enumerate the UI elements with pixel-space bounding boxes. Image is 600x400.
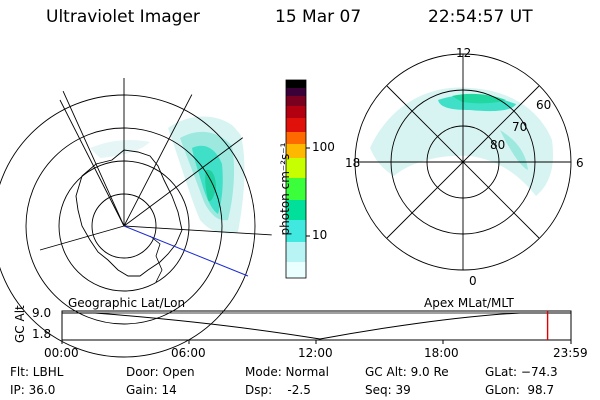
glon-info: GLon: 98.7	[485, 383, 555, 397]
mlat-label-70: 70	[512, 120, 528, 134]
timeline-xtick-1800: 18:00	[424, 346, 459, 360]
mlt-label-12: 12	[456, 46, 472, 60]
time-label: 22:54:57 UT	[428, 7, 533, 27]
timeline-xtick-2359: 23:59	[553, 346, 588, 360]
terminator-line	[123, 225, 249, 277]
timeline-xtick-0000: 00:00	[44, 346, 79, 360]
right-aurora-emission	[370, 87, 554, 196]
mode-info: Mode: Normal	[245, 365, 329, 379]
mlt-label-0: 0	[469, 274, 477, 288]
mlat-label-80: 80	[490, 138, 506, 152]
glat-info: GLat: −74.3	[485, 365, 558, 379]
apex-map	[354, 53, 572, 271]
gain-info: Gain: 14	[126, 383, 177, 397]
right-map-caption: Apex MLat/MLT	[424, 296, 514, 310]
antarctica-coastline	[75, 149, 183, 277]
timeline-ytick-9: 9.0	[32, 306, 52, 320]
left-map-caption: Geographic Lat/Lon	[68, 296, 186, 310]
timeline-xtick-1200: 12:00	[298, 346, 333, 360]
timeline-ytick-1.8: 1.8	[32, 327, 52, 341]
door-info: Door: Open	[126, 365, 195, 379]
date-label: 15 Mar 07	[275, 7, 362, 27]
mlt-label-6: 6	[576, 156, 584, 170]
altitude-timeline	[61, 310, 572, 344]
dsp-info: Dsp: -2.5	[245, 383, 311, 397]
colorbar-tick-10: 10	[312, 228, 328, 242]
timeline-xtick-0600: 06:00	[171, 346, 206, 360]
mlt-label-18: 18	[345, 156, 361, 170]
altitude-curve	[62, 312, 571, 340]
gc-alt-info: GC Alt: 9.0 Re	[365, 365, 449, 379]
timeline-axis-title: GC Alt	[13, 305, 27, 343]
colorbar-tick-100: 100	[312, 140, 335, 154]
filter-info: Flt: LBHL	[10, 365, 64, 379]
mlat-label-60: 60	[536, 98, 552, 112]
instrument-title: Ultraviolet Imager	[46, 7, 200, 27]
seq-info: Seq: 39	[365, 383, 411, 397]
ip-info: IP: 36.0	[10, 383, 56, 397]
colorbar-unit-label: photon cm⁻²s⁻¹	[278, 142, 292, 236]
colorbar	[285, 79, 310, 279]
